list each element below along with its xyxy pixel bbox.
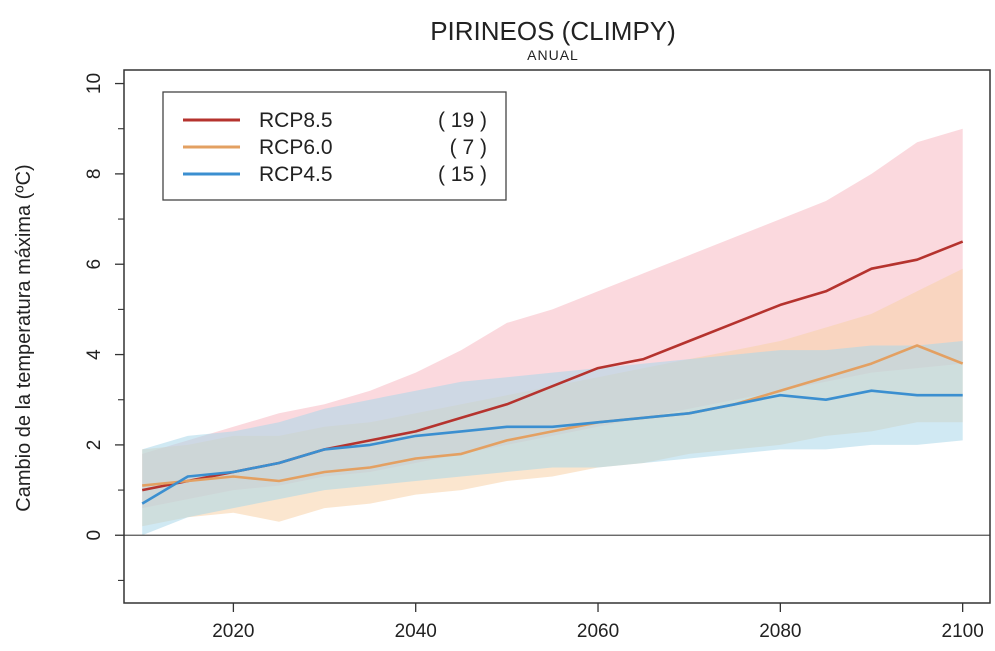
axes: 2020 2040 2060 2080 2100 0 2 4 6 8 10 (84, 73, 984, 642)
band-rcp4-5 (142, 341, 963, 536)
chart-subtitle: ANUAL (527, 47, 579, 63)
plot-frame (123, 69, 991, 604)
legend: RCP8.5 ( 19 ) RCP6.0 ( 7 ) RCP4.5 ( 15 ) (162, 91, 507, 201)
series-lines (141, 240, 964, 505)
x-axis: 2020 2040 2060 2080 2100 (212, 603, 984, 642)
legend-label-rcp6-0: RCP6.0 (259, 136, 333, 159)
y-tick-label: 4 (84, 349, 105, 360)
y-tick-label: 6 (84, 259, 105, 270)
series-line-rcp4-5 (141, 389, 963, 505)
y-axis: 0 2 4 6 8 10 (84, 73, 124, 581)
x-tick-label: 2080 (759, 621, 801, 642)
uncertainty-bands (142, 128, 963, 536)
x-tick-label: 2040 (395, 621, 437, 642)
legend-label-rcp8-5: RCP8.5 (259, 109, 333, 132)
chart-title: PIRINEOS (CLIMPY) (430, 16, 676, 46)
y-tick-label: 10 (84, 73, 105, 94)
y-tick-label: 2 (84, 440, 105, 451)
legend-count-rcp4-5: ( 15 ) (438, 163, 487, 186)
legend-label-rcp4-5: RCP4.5 (259, 163, 333, 186)
y-tick-label: 8 (84, 169, 105, 180)
x-tick-label: 2020 (212, 621, 254, 642)
legend-count-rcp8-5: ( 19 ) (438, 109, 487, 132)
y-tick-label: 0 (84, 530, 105, 541)
x-tick-label: 2060 (577, 621, 619, 642)
y-axis-label: Cambio de la temperatura máxima (ºC) (13, 164, 35, 511)
x-tick-label: 2100 (942, 621, 984, 642)
series-line-rcp6-0 (142, 344, 964, 487)
legend-count-rcp6-0: ( 7 ) (450, 136, 487, 159)
